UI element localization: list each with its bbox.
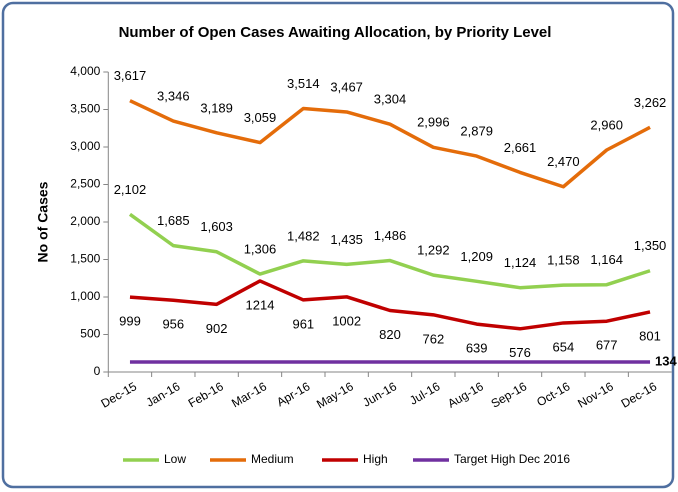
data-label: 820 (379, 327, 401, 342)
data-label: 2,996 (417, 115, 450, 130)
y-tick-label: 500 (80, 327, 100, 341)
data-label: 3,304 (374, 92, 407, 107)
data-label: 2,102 (114, 182, 147, 197)
data-label: 677 (596, 338, 618, 353)
y-tick-label: 2,500 (70, 177, 100, 191)
data-label: 3,262 (634, 95, 667, 110)
y-tick-label: 3,500 (70, 102, 100, 116)
data-label: 2,470 (547, 154, 580, 169)
data-label: 3,346 (157, 88, 190, 103)
data-label: 1,164 (590, 252, 623, 267)
data-label: 801 (639, 328, 661, 343)
data-label: 1,486 (374, 228, 407, 243)
data-label: 2,661 (504, 140, 537, 155)
data-label: 2,960 (590, 117, 623, 132)
data-label: 1,292 (417, 243, 450, 258)
data-label: 1,158 (547, 253, 580, 268)
y-tick-label: 0 (94, 364, 101, 378)
legend-label: Medium (251, 452, 294, 466)
data-label: 1002 (332, 313, 361, 328)
y-axis-label: No of Cases (35, 181, 51, 262)
data-label: 902 (206, 321, 228, 336)
y-tick-label: 2,000 (70, 214, 100, 228)
data-label: 3,467 (330, 79, 363, 94)
data-label: 1,350 (634, 238, 667, 253)
data-label: 3,617 (114, 68, 147, 83)
chart-title: Number of Open Cases Awaiting Allocation… (119, 24, 552, 41)
data-label: 1214 (246, 297, 275, 312)
data-label: 2,879 (460, 124, 493, 139)
data-label: 1,124 (504, 255, 537, 270)
data-label: 654 (553, 339, 575, 354)
data-label: 1,685 (157, 213, 190, 228)
data-label: 1,306 (244, 241, 277, 256)
y-tick-label: 4,000 (70, 64, 100, 78)
data-label: 999 (119, 314, 141, 329)
data-label: 3,189 (200, 100, 233, 115)
legend-label: Target High Dec 2016 (454, 452, 570, 466)
data-label: 1,435 (330, 232, 363, 247)
y-tick-label: 1,000 (70, 289, 100, 303)
data-label: 956 (162, 317, 184, 332)
line-series (128, 212, 651, 290)
legend-label: Low (164, 452, 186, 466)
data-label: 3,059 (244, 110, 277, 125)
y-tick-label: 3,000 (70, 139, 100, 153)
data-label: 1,603 (200, 219, 233, 234)
data-label: 1,482 (287, 228, 320, 243)
data-label: 134 (655, 353, 677, 368)
y-tick-label: 1,500 (70, 252, 100, 266)
data-label: 576 (509, 345, 531, 360)
legend-label: High (363, 452, 388, 466)
data-label: 961 (292, 316, 314, 331)
data-label: 1,209 (460, 249, 493, 264)
line-series (129, 99, 651, 189)
data-label: 639 (466, 341, 488, 356)
data-label: 762 (422, 331, 444, 346)
data-label: 3,514 (287, 76, 320, 91)
line-series (129, 279, 651, 331)
